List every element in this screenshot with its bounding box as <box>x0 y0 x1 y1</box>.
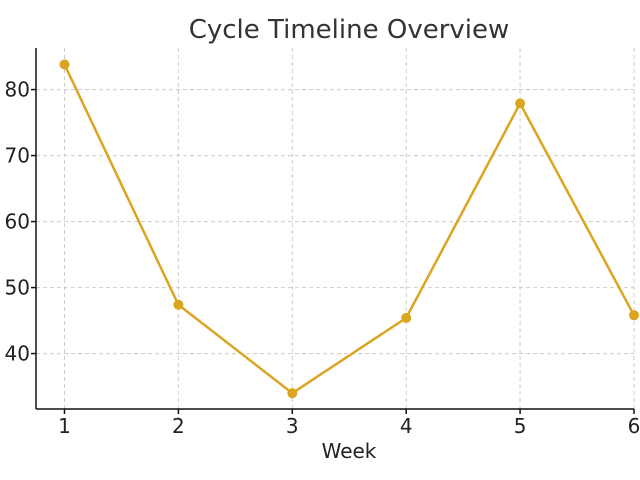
x-tick-label-0: 1 <box>58 414 71 438</box>
series-layer <box>59 59 639 399</box>
y-tick-label-4: 80 <box>5 78 30 102</box>
x-tick-label-4: 5 <box>514 414 527 438</box>
series-line-0 <box>63 63 636 395</box>
y-tick-label-3: 70 <box>5 144 30 168</box>
data-point-0-0 <box>59 59 70 70</box>
x-axis-label: Week <box>322 439 377 463</box>
x-tick-label-3: 4 <box>400 414 413 438</box>
data-point-0-2 <box>287 388 298 399</box>
grid <box>36 48 635 409</box>
tick-labels: 1 2 3 4 5 6 40 50 60 70 80 <box>5 78 640 438</box>
x-tick-label-2: 3 <box>286 414 299 438</box>
x-tick-label-1: 2 <box>172 414 185 438</box>
data-point-0-4 <box>515 98 526 109</box>
axes <box>31 48 635 414</box>
data-point-0-1 <box>173 299 184 310</box>
x-tick-label-5: 6 <box>628 414 640 438</box>
data-point-0-3 <box>401 312 412 323</box>
chart-title: Cycle Timeline Overview <box>189 15 510 45</box>
y-tick-label-2: 60 <box>5 210 30 234</box>
y-tick-label-1: 50 <box>5 276 30 300</box>
y-tick-label-0: 40 <box>5 342 30 366</box>
data-point-0-5 <box>629 310 639 321</box>
